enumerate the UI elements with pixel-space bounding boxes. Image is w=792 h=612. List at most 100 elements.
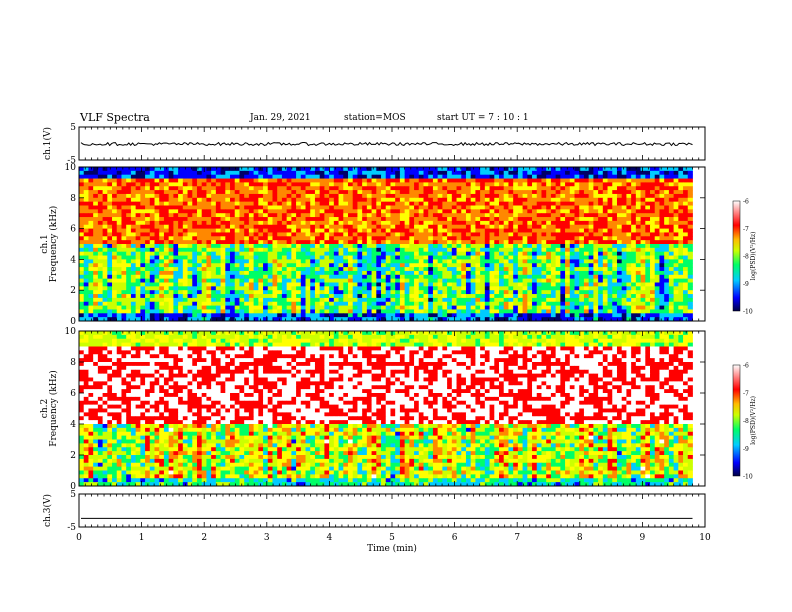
spectrogram-cell [173, 274, 179, 280]
spectrogram-cell [654, 228, 660, 233]
spectrogram-cell [248, 228, 255, 233]
spectrogram-cell [126, 255, 132, 260]
spectrogram-cell [329, 278, 335, 283]
spectrogram-cell [602, 228, 608, 233]
spectrogram-cell [116, 201, 122, 206]
spectrogram-cell [130, 186, 137, 191]
spectrogram-cell [579, 290, 585, 295]
spectrogram-cell [168, 278, 174, 283]
spectrogram-cell [300, 236, 306, 241]
spectrogram-cell [583, 178, 590, 183]
spectrogram-cell [126, 270, 132, 276]
spectrogram-cell [362, 282, 368, 287]
spectrogram-cell [414, 251, 420, 256]
spectrogram-cell [560, 201, 566, 206]
spectrogram-cell [338, 251, 344, 256]
spectrogram-cell [159, 313, 165, 318]
spectrogram-cell [272, 301, 278, 306]
spectrogram-cell [678, 178, 684, 183]
spectrogram-cell [314, 217, 321, 222]
spectrogram-cell [569, 282, 575, 287]
spectrogram-cell [385, 286, 391, 291]
spectrogram-cell [602, 170, 608, 176]
spectrogram-cell [296, 294, 302, 299]
spectrogram-cell [357, 190, 363, 195]
spectrogram-cell [583, 174, 590, 179]
spectrogram-cell [149, 209, 155, 214]
spectrogram-cell [602, 197, 608, 203]
spectrogram-cell [296, 197, 302, 203]
spectrogram-cell [121, 286, 127, 291]
spectrogram-cell [187, 297, 193, 303]
spectrogram-cell [93, 209, 99, 214]
spectrogram-cell [480, 267, 486, 272]
spectrogram-cell [593, 217, 599, 222]
spectrogram-cell [343, 201, 349, 206]
spectrogram-cell [116, 251, 122, 256]
spectrogram-cell [465, 294, 472, 299]
spectrogram-cell [475, 178, 481, 183]
spectrogram-cell [437, 217, 443, 222]
spectrogram-cell [593, 213, 599, 218]
spectrogram-cell [550, 232, 557, 237]
spectrogram-cell [635, 182, 641, 187]
spectrogram-cell [239, 205, 245, 210]
spectrogram-cell [395, 259, 401, 264]
spectrogram-cell [272, 267, 278, 272]
spectrogram-cell [461, 290, 467, 295]
spectrogram-cell [536, 197, 542, 203]
spectrogram-cell [550, 228, 557, 233]
spectrogram-cell [508, 213, 514, 218]
spectrogram-cell [182, 267, 188, 272]
spectrogram-cell [447, 278, 453, 283]
spectrogram-cell [583, 309, 590, 314]
spectrogram-cell [640, 197, 646, 203]
spectrogram-cell [395, 201, 401, 206]
spectrogram-cell [635, 278, 641, 283]
spectrogram-cell [522, 247, 528, 253]
spectrogram-cell [569, 278, 575, 283]
spectrogram-cell [239, 209, 245, 214]
spectrogram-cell [494, 174, 500, 179]
spectrogram-cell [668, 270, 674, 276]
spectrogram-cell [654, 267, 660, 272]
spectrogram-cell [470, 297, 476, 303]
spectrogram-cell [234, 220, 240, 226]
spectrogram-cell [267, 232, 273, 237]
spectrogram-cell [602, 220, 608, 226]
spectrogram-cell [461, 224, 467, 229]
spectrogram-cell [588, 186, 594, 191]
spectrogram-cell [428, 270, 434, 276]
spectrogram-cell [687, 213, 693, 218]
spectrogram-cell [319, 294, 325, 299]
spectrogram-cell [442, 305, 448, 310]
spectrogram-cell [574, 255, 580, 260]
spectrogram-cell [116, 213, 122, 218]
spectrogram-cell [399, 167, 406, 172]
spectrogram-cell [296, 205, 302, 210]
spectrogram-cell [130, 217, 137, 222]
spectrogram-cell [225, 209, 231, 214]
spectrogram-cell [409, 178, 415, 183]
spectrogram-cell [310, 259, 316, 264]
spectrogram-cell [112, 220, 118, 226]
spectrogram-cell [480, 193, 486, 199]
spectrogram-cell [347, 224, 354, 229]
spectrogram-cell [598, 297, 604, 303]
spectrogram-cell [673, 267, 679, 272]
spectrogram-cell [395, 263, 401, 268]
spectrogram-cell [616, 290, 623, 295]
spectrogram-cell [569, 197, 575, 203]
spectrogram-cell [423, 309, 429, 314]
spectrogram-cell [97, 217, 103, 222]
spectrogram-cell [83, 255, 89, 260]
spectrogram-cell [683, 247, 689, 253]
spectrogram-cell [314, 251, 321, 256]
spectrogram-cell [149, 220, 155, 226]
spectrogram-cell [399, 301, 406, 306]
spectrogram-cell [659, 309, 665, 314]
spectrogram-cell [163, 251, 170, 256]
spectrogram-cell [593, 297, 599, 303]
spectrogram-cell [550, 294, 557, 299]
spectrogram-cell [163, 193, 170, 199]
